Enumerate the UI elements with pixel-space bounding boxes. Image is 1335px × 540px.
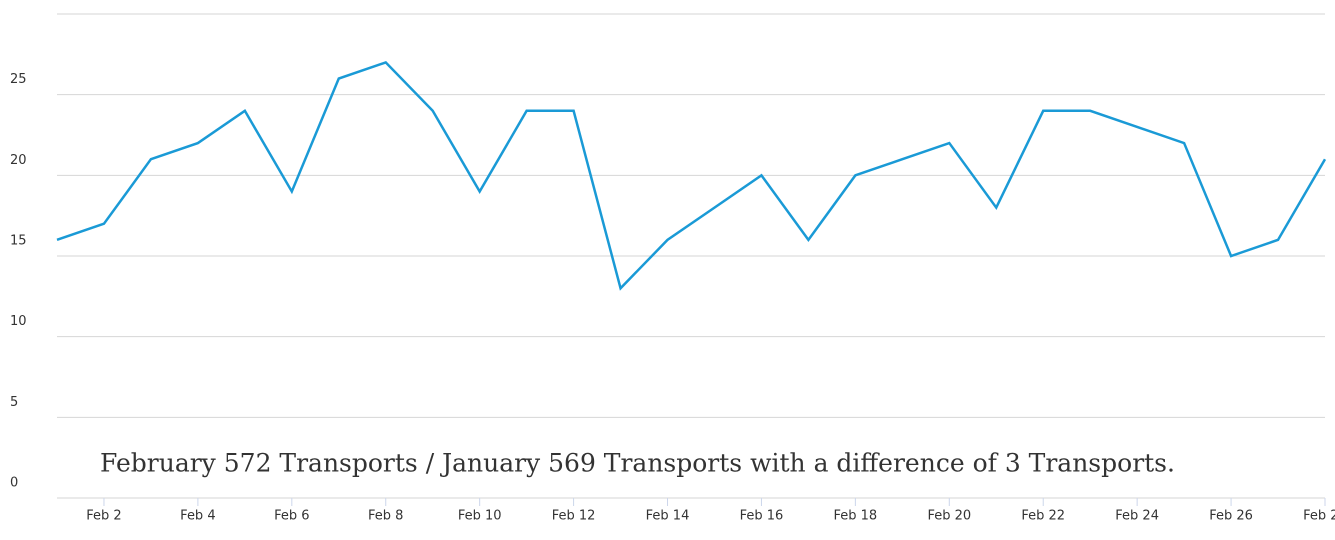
- x-tick-label: Feb 12: [552, 509, 596, 524]
- x-tick-label: Feb 14: [646, 509, 690, 524]
- x-tick-label: Feb 20: [927, 509, 971, 524]
- x-tick-label: Feb 24: [1115, 509, 1159, 524]
- y-tick-label: 20: [10, 153, 27, 168]
- annotation: February 572 Transports / January 569 Tr…: [100, 449, 1175, 478]
- x-tick-label: Feb 22: [1021, 509, 1065, 524]
- x-tick-label: Feb 2: [86, 509, 121, 524]
- x-tick-label: Feb 18: [834, 509, 878, 524]
- x-tick-label: Feb 16: [740, 509, 784, 524]
- x-tick-label: Feb 4: [180, 509, 215, 524]
- x-tick-label: Feb 28: [1303, 509, 1335, 524]
- y-tick-label: 25: [10, 72, 27, 87]
- y-tick-label: 5: [10, 395, 18, 410]
- x-tick-label: Feb 6: [274, 509, 309, 524]
- y-tick-label: 15: [10, 234, 27, 249]
- y-tick-label: 10: [10, 314, 27, 329]
- y-tick-label: 0: [10, 476, 18, 491]
- x-tick-label: Feb 8: [368, 509, 403, 524]
- x-tick-label: Feb 10: [458, 509, 502, 524]
- line-series: [56, 60, 1327, 291]
- x-tick-label: Feb 26: [1209, 509, 1253, 524]
